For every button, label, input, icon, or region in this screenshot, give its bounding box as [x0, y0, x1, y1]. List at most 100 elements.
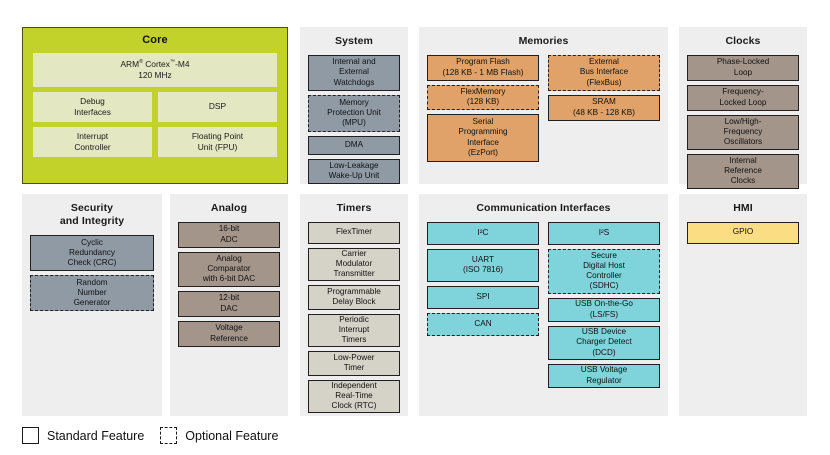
block-usb-device-charger-detect-dcd: USB Device Charger Detect (DCD)	[548, 325, 660, 360]
block-label: External Bus Interface (FlexBus)	[579, 57, 629, 87]
block-can: CAN	[427, 312, 539, 336]
block-label: Low/High- Frequency Oscillators	[723, 116, 763, 147]
core-row-1: Debug Interfaces DSP	[33, 91, 277, 122]
block-arm-cortex-m4: ARM® Cortex™-M4 120 MHz	[33, 52, 277, 87]
core-row-2: Interrupt Controller Floating Point Unit (…	[33, 126, 277, 157]
block-uart-iso-7816: UART (ISO 7816)	[427, 248, 539, 282]
block-label: SRAM (48 KB - 128 KB)	[573, 97, 635, 117]
block-label: Debug Interfaces	[74, 95, 111, 117]
block-carrier-modulator-transmitter: Carrier Modulator Transmitter	[308, 247, 400, 281]
standard-feature-swatch-icon	[22, 427, 39, 444]
panel-title-system: System	[335, 35, 373, 47]
block-label: Carrier Modulator Transmitter	[333, 248, 375, 279]
block-label: GPIO	[732, 227, 754, 237]
panel-title-line-2: and Integrity	[59, 215, 125, 227]
panel-title-hmi: HMI	[733, 202, 753, 214]
block-label: Floating Point Unit (FPU)	[191, 130, 244, 152]
block-label: Random Number Generator	[73, 277, 111, 308]
block-label: DMA	[344, 139, 364, 149]
block-label: Low-Leakage Wake-Up Unit	[328, 160, 380, 180]
block-label: FlexMemory (128 KB)	[460, 86, 506, 106]
block-floating-point-unit: Floating Point Unit (FPU)	[158, 126, 277, 157]
block-label: Serial Programming Interface (EzPort)	[458, 117, 508, 157]
panel-title-timers: Timers	[336, 202, 372, 214]
analog-block-list: 16-bit ADC Analog Comparator with 6-bit DAC 1…	[178, 221, 280, 347]
block-debug-interfaces: Debug Interfaces	[33, 91, 152, 122]
block-label: USB On-the-Go (LS/FS)	[575, 299, 633, 319]
block-label: Internal Reference Clocks	[724, 155, 762, 186]
block-dma: DMA	[308, 135, 400, 155]
block-label: Cyclic Redundancy Check (CRC)	[67, 237, 117, 268]
block-label: CAN	[474, 318, 492, 328]
block-memory-protection-unit-mpu: Memory Protection Unit (MPU)	[308, 94, 400, 132]
block-programmable-delay-block: Programmable Delay Block	[308, 284, 400, 310]
panel-timers: Timers FlexTimer Carrier Modulator Transmit…	[300, 194, 408, 416]
block-secure-digital-host-controller-sdhc: Secure Digital Host Controller (SDHC)	[548, 248, 660, 294]
block-label: UART (ISO 7816)	[462, 254, 504, 274]
block-label: I²S	[598, 227, 610, 237]
panel-hmi: HMI GPIO	[679, 194, 807, 416]
panel-core: Core ARM® Cortex™-M4 120 MHz Debug Interfa…	[22, 27, 288, 184]
block-label: USB Device Charger Detect (DCD)	[576, 327, 632, 357]
block-i2c: I²C	[427, 221, 539, 245]
block-usb-voltage-regulator: USB Voltage Regulator	[548, 363, 660, 388]
block-label: Program Flash (128 KB - 1 MB Flash)	[442, 57, 524, 77]
panel-title-analog: Analog	[210, 202, 248, 214]
block-label: SPI	[476, 291, 490, 301]
block-label: USB Voltage Regulator	[580, 365, 628, 385]
communication-column-left: I²C UART (ISO 7816) SPI CAN	[427, 221, 539, 336]
panel-title-security: Security and Integrity	[30, 202, 154, 228]
block-i2s: I²S	[548, 221, 660, 245]
block-cyclic-redundancy-check-crc: Cyclic Redundancy Check (CRC)	[30, 235, 154, 271]
block-label: FlexTimer	[335, 227, 373, 237]
block-label: Internal and External Watchdogs	[332, 57, 376, 87]
block-label: Frequency- Locked Loop	[719, 87, 767, 107]
block-independent-real-time-clock-rtc: Independent Real-Time Clock (RTC)	[308, 379, 400, 413]
block-serial-programming-interface-ezport: Serial Programming Interface (EzPort)	[427, 113, 539, 162]
legend-item-standard: Standard Feature	[22, 427, 144, 444]
block-label: Periodic Interrupt Timers	[338, 314, 370, 345]
block-low-high-frequency-oscillators: Low/High- Frequency Oscillators	[687, 114, 799, 150]
block-usb-on-the-go-ls-fs: USB On-the-Go (LS/FS)	[548, 297, 660, 322]
block-phase-locked-loop: Phase-Locked Loop	[687, 54, 799, 81]
block-gpio: GPIO	[687, 221, 799, 244]
block-internal-and-external-watchdogs: Internal and External Watchdogs	[308, 54, 400, 91]
block-random-number-generator: Random Number Generator	[30, 275, 154, 311]
block-16-bit-adc: 16-bit ADC	[178, 221, 280, 248]
timers-block-list: FlexTimer Carrier Modulator Transmitter Prog…	[308, 221, 400, 413]
legend-label-optional: Optional Feature	[185, 428, 279, 443]
panel-title-core: Core	[142, 34, 168, 46]
panel-communication-interfaces: Communication Interfaces I²C UART (ISO 781…	[419, 194, 668, 416]
block-internal-reference-clocks: Internal Reference Clocks	[687, 153, 799, 189]
block-flexmemory-128-kb: FlexMemory (128 KB)	[427, 84, 539, 110]
block-label: Phase-Locked Loop	[716, 57, 770, 77]
block-spi: SPI	[427, 285, 539, 309]
block-label: Secure Digital Host Controller (SDHC)	[583, 250, 625, 291]
block-dsp: DSP	[158, 91, 277, 122]
block-frequency-locked-loop: Frequency- Locked Loop	[687, 84, 799, 111]
legend-item-optional: Optional Feature	[160, 427, 278, 444]
system-block-list: Internal and External Watchdogs Memory Prote…	[308, 54, 400, 184]
block-label: DSP	[208, 101, 227, 112]
panel-title-clocks: Clocks	[725, 35, 761, 47]
block-analog-comparator-with-6-bit-dac: Analog Comparator with 6-bit DAC	[178, 251, 280, 287]
block-label: Analog Comparator with 6-bit DAC	[202, 253, 256, 284]
legend: Standard Feature Optional Feature	[22, 427, 278, 444]
memories-column-right: External Bus Interface (FlexBus) SRAM (48 KB…	[548, 54, 660, 121]
block-label: Independent Real-Time Clock (RTC)	[331, 380, 377, 411]
block-label: I²C	[477, 227, 489, 237]
panel-system: System Internal and External Watchdogs Memo…	[300, 27, 408, 184]
memories-column-left: Program Flash (128 KB - 1 MB Flash) FlexMe…	[427, 54, 539, 162]
block-low-leakage-wake-up-unit: Low-Leakage Wake-Up Unit	[308, 158, 400, 184]
block-program-flash-128-kb-1-mb-flash: Program Flash (128 KB - 1 MB Flash)	[427, 54, 539, 81]
block-label: Low-Power Timer	[333, 352, 375, 372]
block-label: Programmable Delay Block	[327, 286, 381, 306]
panel-title-memories: Memories	[518, 35, 569, 47]
block-label: ARM® Cortex™-M4 120 MHz	[120, 58, 190, 80]
panel-analog: Analog 16-bit ADC Analog Comparator with 6-b…	[170, 194, 288, 416]
block-label: 12-bit DAC	[218, 293, 240, 313]
block-external-bus-interface-flexbus: External Bus Interface (FlexBus)	[548, 54, 660, 91]
panel-title-line-1: Security	[70, 202, 114, 214]
optional-feature-swatch-icon	[160, 427, 178, 444]
